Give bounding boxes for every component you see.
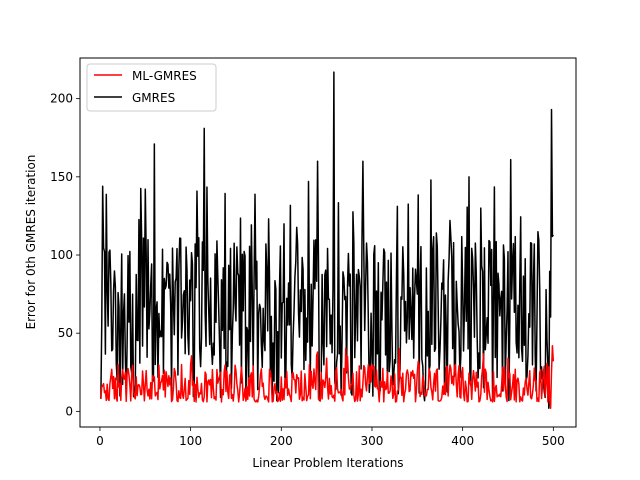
series-line-ml-gmres [100,344,555,409]
y-tick-label: 150 [50,170,73,184]
x-axis: 0 100 200 300 400 500 [96,427,565,448]
x-tick-label: 200 [270,434,293,448]
x-axis-label: Linear Problem Iterations [252,456,403,470]
y-tick-label: 200 [50,92,73,106]
y-tick-label: 100 [50,248,73,262]
axes-frame [79,57,577,428]
y-tick-label: 0 [65,404,73,418]
legend-label-ml-gmres: ML-GMRES [132,69,197,83]
x-tick-label: 300 [361,434,384,448]
y-axis: 0 50 100 150 200 [50,92,80,418]
y-tick-label: 50 [58,326,73,340]
x-tick-label: 400 [451,434,474,448]
y-axis-label: Error for 0th GMRES iteration [24,155,38,330]
legend: ML-GMRES GMRES [86,63,217,112]
x-tick-label: 500 [542,434,565,448]
series-line-gmres [100,71,554,409]
legend-label-gmres: GMRES [132,91,175,105]
x-tick-label: 100 [179,434,202,448]
plot-series-group [100,71,555,409]
x-tick-label: 0 [96,434,104,448]
